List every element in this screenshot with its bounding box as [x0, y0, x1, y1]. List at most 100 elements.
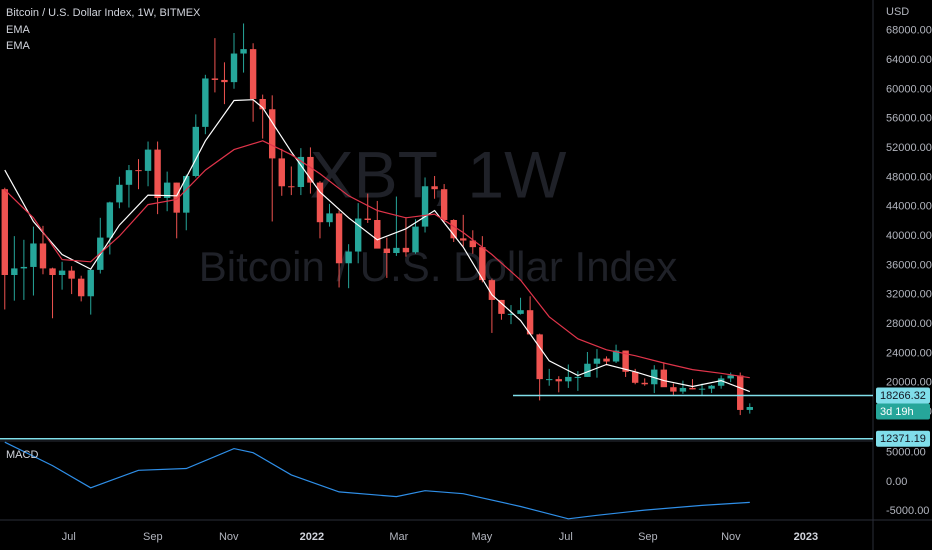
countdown: 3d 19h	[880, 406, 914, 418]
y-tick-label: 36000.00	[886, 259, 932, 271]
y-tick-label: 20000.00	[886, 377, 932, 389]
legend-entry: EMA	[6, 40, 31, 52]
candle-body	[58, 270, 66, 275]
candle-body	[335, 213, 343, 264]
candle-body	[450, 220, 457, 239]
candle-body	[1, 189, 8, 275]
candle-body	[631, 371, 639, 383]
price-label-box	[876, 387, 930, 404]
candle-body	[469, 240, 476, 248]
candle-body	[30, 243, 37, 267]
candle-body	[708, 385, 715, 389]
y-tick-label: -5000.00	[886, 505, 929, 517]
candle-body	[460, 238, 467, 241]
candle-body	[326, 213, 333, 223]
candle-body	[144, 149, 152, 171]
candle-body	[20, 266, 28, 269]
y-tick-label: 48000.00	[886, 171, 932, 183]
candle-body	[135, 170, 142, 172]
watermark-subtitle: Bitcoin / U.S. Dollar Index	[199, 243, 678, 290]
x-tick-label: Nov	[219, 531, 239, 543]
candle-body	[77, 278, 85, 297]
candle-body	[297, 156, 305, 187]
candle-body	[421, 186, 429, 227]
candle-body	[402, 247, 410, 253]
candle-body	[603, 358, 610, 362]
countdown-box	[876, 403, 930, 420]
candle-body	[746, 407, 753, 410]
marks	[1, 23, 753, 520]
candle-body	[288, 186, 295, 188]
candle-body	[412, 226, 419, 253]
candle-body	[622, 350, 629, 372]
candle-body	[536, 334, 543, 380]
candle-body	[87, 269, 94, 297]
candle-body	[374, 220, 381, 249]
candle-body	[163, 182, 171, 198]
candle-body	[345, 251, 352, 264]
candle-body	[68, 270, 75, 279]
candle-body	[651, 369, 658, 385]
candle-body	[364, 218, 371, 220]
line-series	[4, 140, 750, 379]
candle-body	[670, 387, 677, 392]
candle-body	[354, 218, 362, 252]
candle-body	[307, 156, 314, 183]
x-tick-label: May	[471, 531, 492, 543]
x-tick-label: 2022	[300, 531, 324, 543]
line-series	[4, 441, 750, 520]
candle-body	[154, 149, 161, 198]
candle-body	[316, 182, 324, 223]
x-tick-label: Sep	[638, 531, 658, 543]
candle-body	[689, 387, 696, 390]
candle-body	[192, 126, 200, 176]
candle-body	[440, 189, 448, 220]
y-tick-label: 28000.00	[886, 318, 932, 330]
candle-body	[565, 376, 572, 382]
candle-body	[183, 176, 190, 213]
candle-body	[11, 268, 18, 275]
legend-title: Bitcoin / U.S. Dollar Index, 1W, BITMEX	[6, 7, 201, 19]
y-tick-label: 60000.00	[886, 83, 932, 95]
candle-body	[641, 382, 648, 385]
x-tick-label: Nov	[721, 531, 741, 543]
candle-body	[727, 375, 734, 379]
candle-body	[240, 49, 247, 54]
candle-body	[278, 158, 285, 187]
candle-body	[49, 268, 56, 275]
candle-body	[488, 280, 496, 300]
candle-body	[259, 99, 266, 110]
line-series	[4, 99, 751, 393]
candle-body	[546, 379, 553, 381]
candle-body	[393, 247, 400, 253]
watermark: XBT, 1W	[310, 137, 567, 211]
y-tick-label: 0.00	[886, 476, 907, 488]
y-tick-label: 5000.00	[886, 447, 926, 459]
price-label: 18266.32	[880, 390, 926, 402]
candle-body	[507, 313, 515, 315]
candle-body	[125, 170, 133, 185]
x-tick-label: Sep	[143, 531, 163, 543]
candle-body	[230, 53, 238, 83]
candle-body	[584, 363, 591, 377]
y-tick-label: 56000.00	[886, 113, 932, 125]
candle-body	[593, 358, 601, 364]
candle-body	[479, 247, 486, 281]
candle-body	[555, 379, 562, 382]
candle-body	[249, 49, 257, 99]
candle-body	[612, 350, 620, 362]
legend-entry: EMA	[6, 24, 31, 36]
x-tick-label: Jul	[559, 531, 573, 543]
candle-body	[269, 109, 276, 159]
x-tick-label: Jul	[62, 531, 76, 543]
candle-body	[221, 79, 228, 83]
candle-body	[383, 248, 391, 253]
x-tick-label: Mar	[389, 531, 408, 543]
candle-body	[679, 387, 687, 392]
candle-body	[517, 310, 524, 314]
y-tick-label: 40000.00	[886, 230, 932, 242]
candle-body	[211, 78, 219, 80]
candle-body	[698, 388, 706, 390]
currency: USD	[886, 6, 909, 18]
